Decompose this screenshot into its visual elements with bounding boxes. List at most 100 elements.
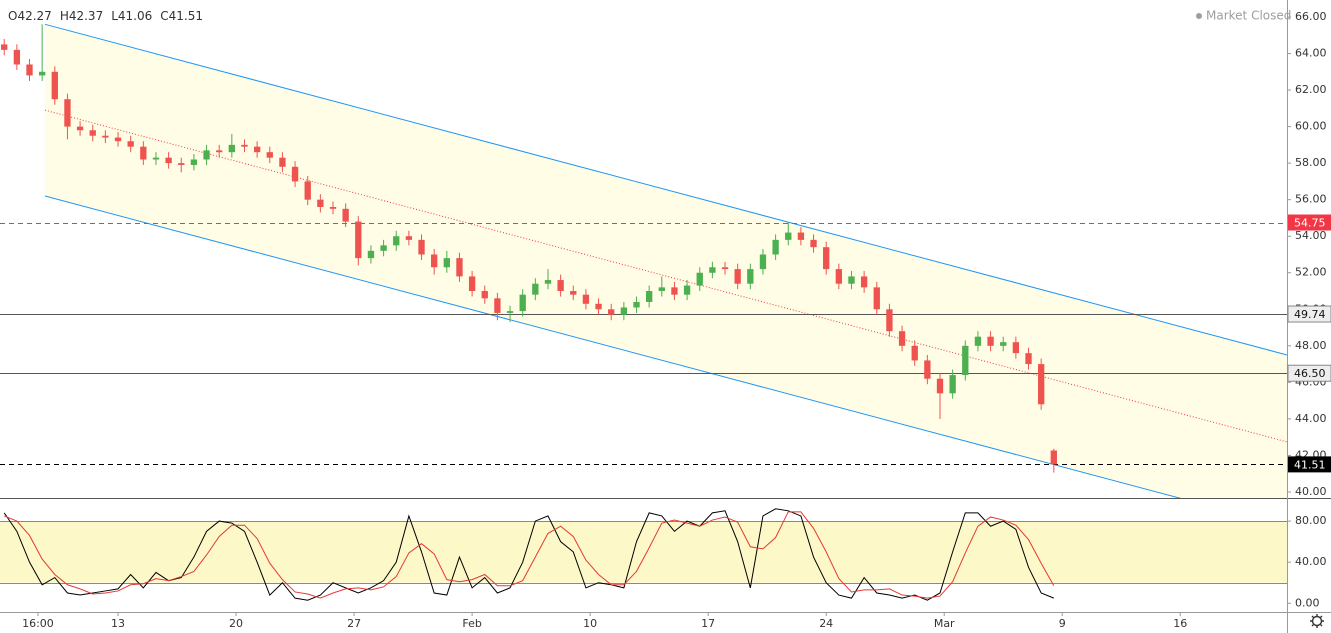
channel-upper <box>44 23 1287 356</box>
candle-body <box>190 159 198 165</box>
level-label: 41.51 <box>1294 458 1326 471</box>
candle-body <box>645 291 653 302</box>
candle-body <box>747 269 754 284</box>
indicator-y-tick-label: 0.00 <box>1295 596 1320 609</box>
candle-body <box>89 130 96 136</box>
candle-body <box>279 157 286 167</box>
candle-body <box>468 276 476 292</box>
x-tick-label: 16:00 <box>22 617 54 630</box>
candle-body <box>785 232 792 240</box>
candle-body <box>848 276 855 284</box>
x-tick-label: 17 <box>701 617 715 630</box>
candle-body <box>114 137 122 142</box>
candle-body <box>595 303 602 310</box>
candle-body <box>519 294 526 312</box>
settings-gear[interactable] <box>1311 615 1323 627</box>
indicator-y-tick-label: 80.00 <box>1295 514 1327 527</box>
ohlc-value: 42.27 <box>17 9 51 23</box>
candle-body <box>886 309 893 332</box>
candle-body <box>1025 353 1032 365</box>
channel-lower <box>44 195 1182 498</box>
candle-body <box>64 99 71 127</box>
candle-body <box>898 331 906 346</box>
candle-body <box>431 254 438 268</box>
y-tick-label: 62.00 <box>1295 83 1327 96</box>
candle-body <box>355 221 362 259</box>
x-tick-label: 27 <box>347 617 361 630</box>
candle-body <box>620 307 628 315</box>
candle-body <box>696 272 703 286</box>
settings-gear-teeth[interactable] <box>1310 614 1324 628</box>
candle-body <box>443 258 450 268</box>
candle-body <box>835 269 842 284</box>
level-label: 54.75 <box>1294 217 1326 230</box>
y-tick-label: 44.00 <box>1295 412 1327 425</box>
candle-body <box>936 378 944 394</box>
ohlc-value: 41.51 <box>169 9 203 23</box>
candle-body <box>544 280 552 284</box>
candle-body <box>228 144 236 153</box>
level-label-box <box>1287 364 1331 382</box>
candle-body <box>570 291 577 295</box>
candle-body <box>1038 364 1045 405</box>
candle-body <box>797 232 805 240</box>
candle-body <box>342 208 349 222</box>
candle-body <box>127 141 134 147</box>
candle-body <box>329 206 337 209</box>
candle-body <box>367 250 375 259</box>
candle-body <box>911 345 918 361</box>
candle-body <box>924 360 931 379</box>
x-tick-label: 9 <box>1059 617 1066 630</box>
candle-body <box>608 309 615 315</box>
y-tick-label: 64.00 <box>1295 47 1327 60</box>
x-tick-label: 10 <box>583 617 597 630</box>
candle-body <box>810 239 817 248</box>
candle-body <box>291 166 299 182</box>
candle-body <box>203 150 210 160</box>
candle-body <box>759 254 767 270</box>
candle-body <box>974 336 982 346</box>
indicator-line <box>4 511 1055 599</box>
x-tick-label: 20 <box>229 617 243 630</box>
candle-body <box>987 336 994 346</box>
candle-body <box>140 146 147 160</box>
candle-body <box>683 285 691 295</box>
candle-body <box>582 294 590 304</box>
channel-fill <box>45 24 1287 498</box>
candle-body <box>38 71 46 76</box>
ohlc-legend: O42.27 H42.37 L41.06 C41.51 <box>8 9 203 23</box>
candle-body <box>1 44 8 50</box>
candle-body <box>13 49 21 65</box>
candle-body <box>1012 342 1020 354</box>
candle-body <box>165 157 172 164</box>
candle-body <box>241 144 248 147</box>
settings-icon[interactable] <box>1310 614 1324 628</box>
x-tick-label: 13 <box>111 617 125 630</box>
candle-body <box>216 150 223 153</box>
y-tick-label: 48.00 <box>1295 339 1327 352</box>
candle-body <box>405 236 413 240</box>
candle-body <box>456 258 463 277</box>
candle-body <box>481 291 488 299</box>
candle-body <box>721 267 729 270</box>
status-dot <box>1196 13 1202 19</box>
level-label-box <box>1288 456 1331 473</box>
y-tick-label: 56.00 <box>1295 193 1327 206</box>
candle-body <box>304 181 311 200</box>
candle-body <box>671 287 678 295</box>
candle-body <box>949 375 956 394</box>
candle-body <box>1050 450 1057 465</box>
candle-body <box>557 280 564 292</box>
ohlc-value: 42.37 <box>69 9 103 23</box>
level-label-box <box>1287 305 1331 323</box>
market-status: Market Closed <box>1206 9 1291 23</box>
candle-body <box>152 157 160 160</box>
candle-body <box>823 247 830 270</box>
indicator-band <box>0 521 1287 583</box>
level-label-box <box>1288 214 1331 231</box>
candle-body <box>506 311 514 313</box>
indicator-line <box>3 508 1054 601</box>
candle-body <box>253 146 261 153</box>
y-tick-label: 60.00 <box>1295 120 1327 133</box>
